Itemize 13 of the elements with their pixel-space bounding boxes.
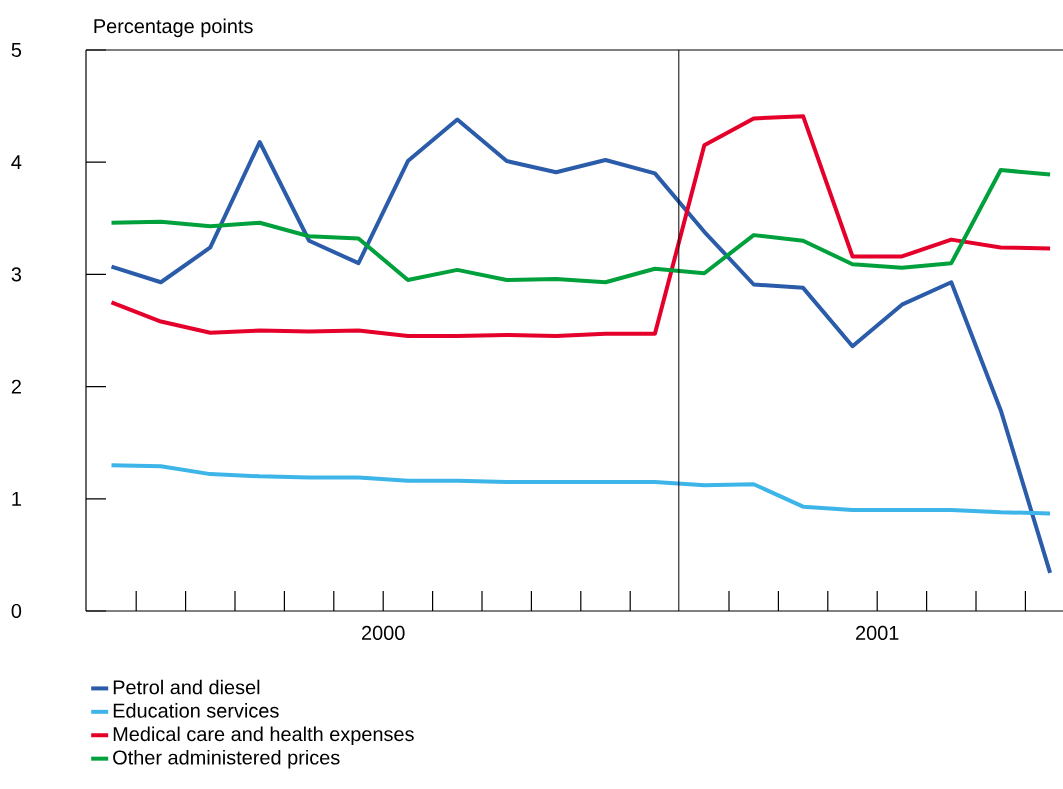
- y-tick-label: 1: [12, 491, 21, 506]
- legend-label: Medical care and health expenses: [113, 726, 414, 746]
- y-axis-title: Percentage points: [94, 18, 253, 38]
- legend-label: Education services: [113, 703, 279, 718]
- y-tick-label: 3: [11, 267, 22, 282]
- y-tick-label: 2: [11, 379, 21, 394]
- x-tick-label: 2000: [362, 625, 405, 640]
- x-tick-label: 2001: [856, 625, 899, 640]
- y-tick-label: 4: [11, 155, 22, 170]
- y-tick-label: 0: [11, 603, 22, 619]
- legend-label: Petrol and diesel: [113, 679, 260, 695]
- legend-label: Other administered prices: [113, 749, 340, 769]
- y-tick-label: 5: [11, 43, 22, 57]
